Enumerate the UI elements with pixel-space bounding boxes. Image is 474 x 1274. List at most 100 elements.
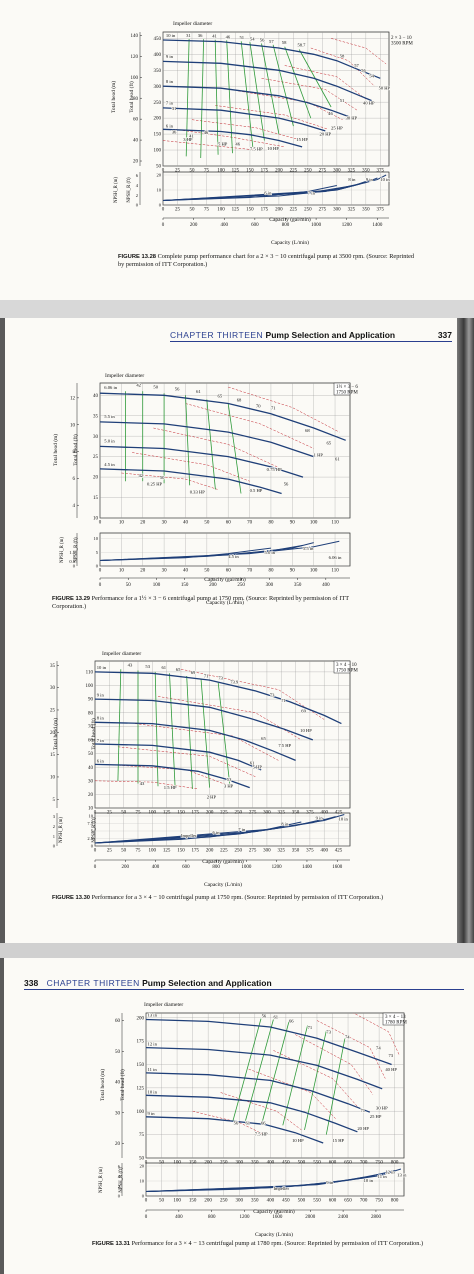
x-tick-label: 0: [94, 849, 97, 854]
x-tick-label: 400: [320, 849, 328, 854]
x-axis-label-lpm: Capacity (L/min): [204, 881, 242, 888]
x-tick-label: 400: [320, 811, 328, 816]
y-m-tick-label: 60: [133, 118, 139, 123]
page-gap: [0, 943, 474, 958]
x-tick-label: 150: [189, 1199, 197, 1204]
plot-area: [146, 1013, 400, 1144]
x-tick-label: 50: [189, 169, 195, 174]
x-tick-label: 175: [261, 169, 269, 174]
curve-label: 12 in: [148, 1042, 158, 1047]
plot-area: [100, 386, 346, 495]
efficiency-line: [232, 1018, 262, 1121]
impeller-curve: [95, 698, 314, 741]
model-rpm: 1750 RPM: [336, 391, 358, 396]
curve-label: 66: [289, 1018, 294, 1023]
curve-label: 69: [301, 709, 306, 714]
curve-label: 6 in: [166, 124, 174, 129]
x-tick-label: 275: [319, 169, 327, 174]
curve-label: 40 HP: [385, 1067, 397, 1072]
curve-label: 20 HP: [357, 1126, 369, 1131]
x-tick-label: 550: [313, 1161, 321, 1166]
curve-label: 43: [128, 662, 133, 667]
power-line: [191, 119, 303, 141]
caption-label: FIGURE 13.30: [52, 895, 91, 901]
y-m-tick-label: 6: [73, 477, 76, 482]
model-size: 2 × 3 − 10: [391, 36, 412, 41]
curve-label: 61: [335, 457, 340, 462]
npsh-m-tick-label: 1.5: [69, 550, 75, 555]
x-tick-label: 150: [246, 169, 254, 174]
curve-label: 10 in: [97, 665, 107, 670]
model-rpm: 3500 RPM: [391, 42, 413, 47]
caption-label: FIGURE 13.29: [52, 596, 91, 602]
curve-label: 11 in: [148, 1067, 158, 1072]
x-axis-label-gpm: Capacity (gal/min): [253, 1208, 295, 1215]
npsh-label: 6 in: [264, 191, 272, 196]
curve-label: 9 in: [97, 692, 105, 697]
caption-text: Complete pump performance chart for a 2 …: [118, 253, 415, 268]
x-axis-label-lpm: Capacity (L/min): [206, 599, 244, 606]
lpm-tick-label: 400: [152, 865, 160, 870]
curve-label: 0.5 HP: [250, 488, 263, 493]
y-tick-label: 200: [154, 117, 162, 122]
power-line: [180, 668, 325, 720]
curve-label: 58.7: [297, 42, 306, 47]
x-tick-label: 425: [335, 849, 343, 854]
npsh-tick-label: 2.5: [87, 836, 93, 841]
x-tick-label: 250: [220, 1199, 228, 1204]
curve-label: 41: [212, 34, 217, 39]
power-line: [310, 47, 375, 87]
impeller-curve: [163, 85, 349, 118]
curve-label: 15 HP: [296, 137, 308, 142]
x-tick-label: 100: [310, 521, 318, 526]
y-tick-label: 40: [88, 766, 94, 771]
x-tick-label: 0: [145, 1161, 148, 1166]
impeller-curve: [100, 421, 314, 458]
y-m-tick-label: 8: [73, 450, 76, 455]
lpm-tick-label: 600: [182, 865, 190, 870]
y-tick-label: 50: [88, 752, 94, 757]
curve-label: 41: [189, 133, 194, 138]
curve-label: 56: [175, 386, 180, 391]
x-tick-label: 30: [162, 569, 168, 574]
x-axis-label-lpm: Capacity (L/min): [271, 239, 309, 246]
power-line: [117, 746, 256, 777]
curve-label: 51: [340, 98, 345, 103]
curve-label: 73: [270, 692, 275, 697]
curve-label: 43: [140, 781, 145, 786]
x-tick-label: 100: [149, 849, 157, 854]
impeller-curve: [146, 1072, 371, 1113]
x-tick-label: 325: [277, 849, 285, 854]
npsh-tick-label: 0: [142, 1194, 145, 1199]
y-m-tick-label: 10: [50, 776, 56, 781]
npsh-axis-label-ft: NPSH_R (ft): [127, 177, 132, 203]
x-tick-label: 375: [306, 849, 314, 854]
curve-label: 50: [153, 384, 158, 389]
curve-label: 3 HP: [224, 784, 234, 789]
model-rpm: 1750 RPM: [336, 669, 358, 674]
y-tick-label: 50: [156, 165, 162, 170]
curve-label: 7.5 HP: [250, 147, 263, 152]
impeller-curve: [163, 128, 303, 148]
curve-label: 31: [186, 33, 191, 38]
curve-label: 46: [328, 111, 333, 116]
curve-label: 61: [273, 1015, 278, 1020]
curve-label: 56: [284, 481, 289, 486]
y-tick-label: 15: [93, 496, 99, 501]
npsh-axis-label-ft: NPSH_R (ft): [119, 1167, 124, 1193]
efficiency-line: [227, 403, 242, 494]
y-tick-label: 350: [154, 69, 162, 74]
y-tick-label: 150: [137, 1063, 145, 1068]
caption-label: FIGURE 13.28: [118, 254, 157, 260]
chart-fig-13-31: 0050501001001501502002002502503003003503…: [99, 1002, 408, 1238]
y-axis-label-ft: Total head (ft): [128, 81, 135, 113]
npsh-tick-label: 5: [96, 550, 99, 555]
x-tick-label: 375: [377, 208, 385, 213]
x-tick-label: 225: [290, 169, 298, 174]
power-line: [228, 386, 340, 433]
power-line: [185, 403, 314, 449]
lpm-tick-label: 800: [212, 865, 220, 870]
x-tick-label: 250: [235, 849, 243, 854]
y-axis-label-ft: Total head (ft): [72, 434, 79, 466]
